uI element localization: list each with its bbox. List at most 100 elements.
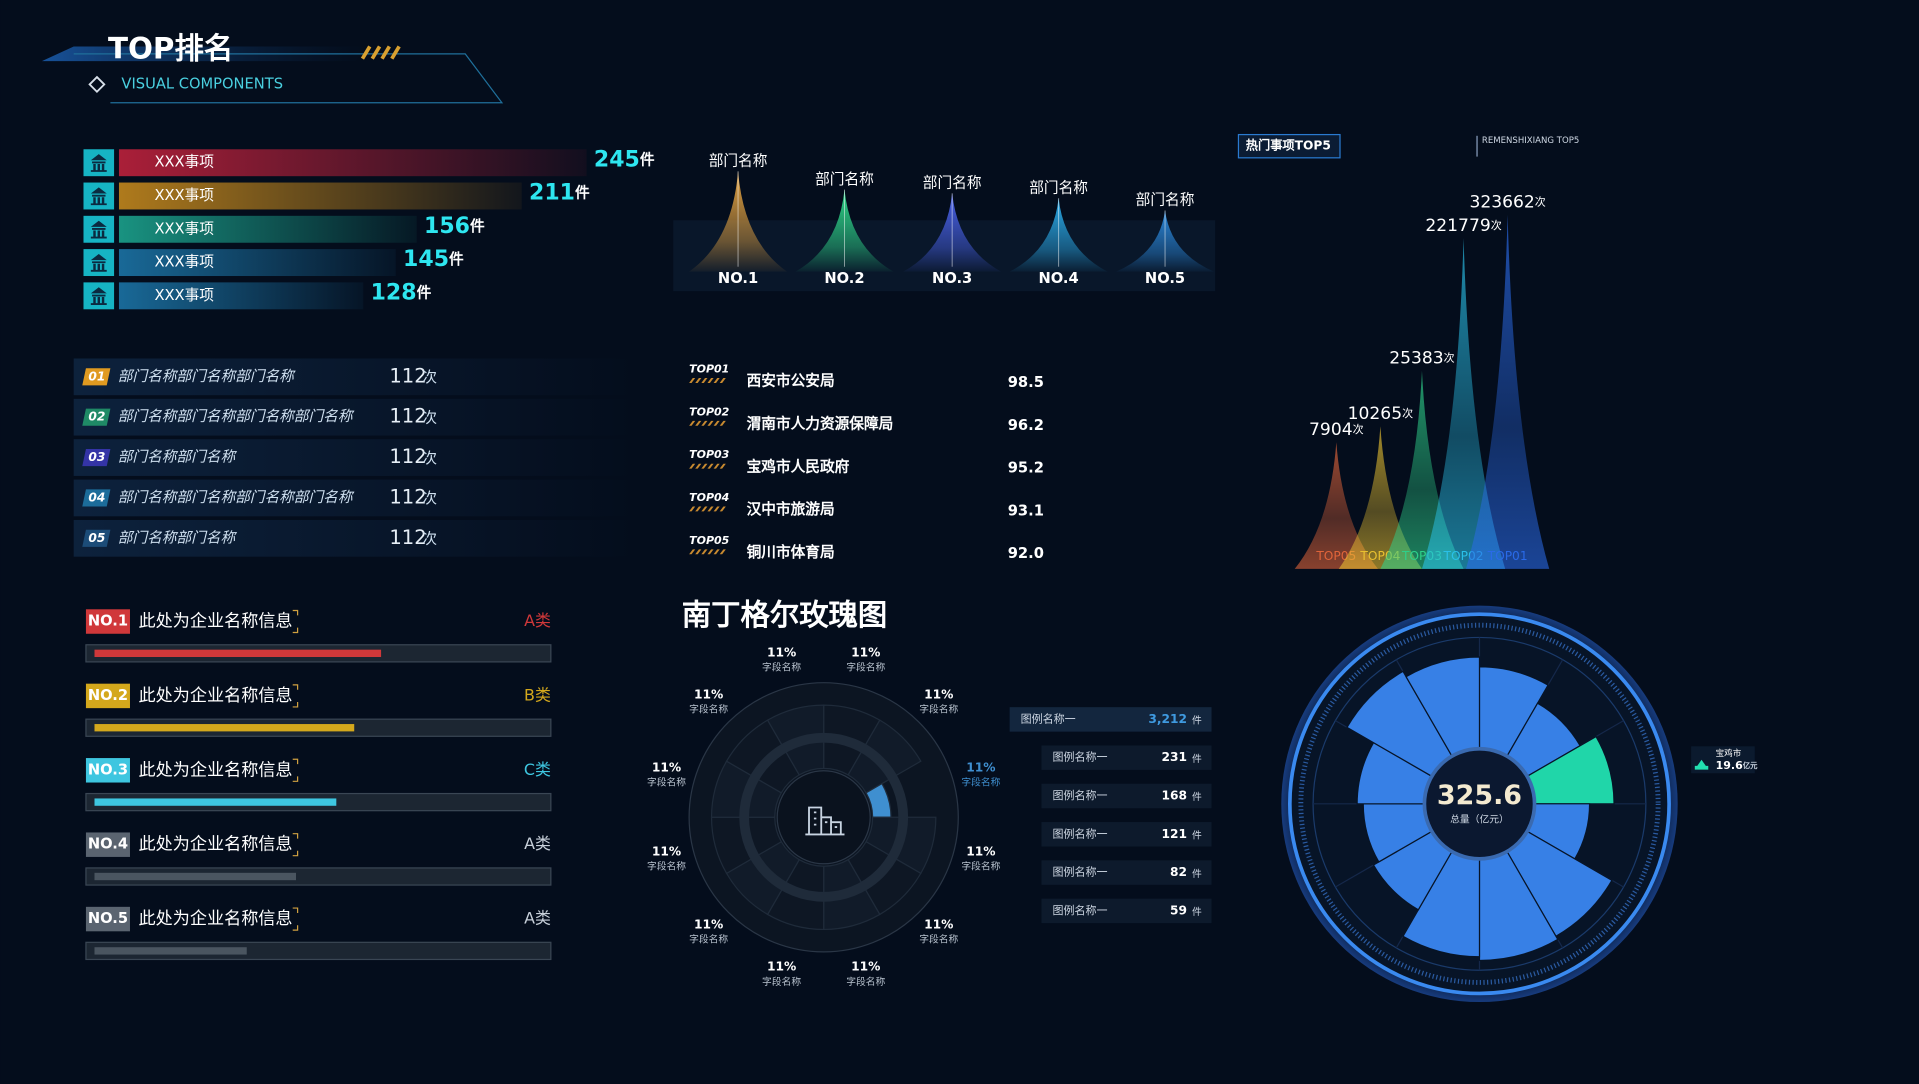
badge-stripe [701,378,708,383]
top-badge: TOP01 [689,362,729,375]
building-icon [805,806,845,836]
legend-label: 图例名称一 [1052,788,1107,802]
bar-label: XXX事项 [154,287,214,304]
rose-field: 字段名称 [846,975,885,988]
legend-value: 3,212 [1148,712,1187,726]
bracket [292,833,299,857]
company-name: 此处为企业名称信息 [139,760,293,780]
top-name: 渭南市人力资源保障局 [747,415,894,433]
rose-value: 11% [966,760,995,774]
rose-field: 字段名称 [689,703,728,716]
bar-label: XXX事项 [154,220,214,237]
top-value: 92.0 [1008,545,1044,562]
bracket [292,684,299,708]
peak-title: 热门事项TOP5 [1246,138,1331,153]
bracket [292,609,299,634]
value-unit: 件 [640,150,655,168]
legend-label: 图例名称一 [1052,903,1107,917]
icon-glyph [90,154,107,172]
rank-badge [82,529,111,547]
legend-row [1041,898,1212,924]
icon-glyph [90,253,107,272]
badge-stripe [707,378,714,383]
peak-unit: 次 [1402,406,1413,420]
badge-stripe [689,549,696,555]
rose-value: 11% [652,760,681,774]
legend-value: 59 [1170,903,1187,917]
top-value: 93.1 [1008,502,1044,519]
rose-field: 字段名称 [647,860,686,873]
rose-field: 字段名称 [762,660,801,673]
top-badge: TOP03 [689,448,730,461]
top-badge: TOP05 [689,534,730,547]
badge-stripe [713,463,720,469]
badge-stripe [695,506,702,512]
rank-badge [82,368,111,386]
icon-glyph [90,187,107,206]
bar [118,182,522,210]
bar-label: XXX事项 [154,254,214,271]
rose-inner [739,732,909,902]
peak-number: 323662 [1469,193,1534,213]
header-title: TOP排名 [108,32,233,66]
badge-stripe [695,420,702,426]
value-unit: 件 [470,217,485,235]
row-bg [73,479,637,517]
cone-category: NO.2 [824,270,864,287]
value-number: 128 [371,280,417,305]
rose-value: 11% [694,918,723,932]
value-number: 156 [424,214,470,239]
rank-value: 112 [389,526,426,549]
rank-name: 部门名称部门名称部门名称 [118,368,296,385]
rose-value: 11% [851,645,880,659]
peak [1466,214,1550,569]
value-number: 245 [594,147,640,172]
legend-unit: 件 [1192,753,1202,765]
value-unit: 件 [417,283,432,301]
badge-stripe [719,420,726,426]
company-name: 此处为企业名称信息 [139,686,293,706]
header: TOP排名 VISUAL COMPONENTS [41,32,504,104]
value-label: 245件 [594,147,655,172]
top-name: 铜川市体育局 [747,543,835,561]
callout-value: 19.6亿元 [1716,759,1758,772]
badge-stripe [707,420,714,426]
legend-unit: 件 [1192,715,1202,727]
rose-value: 11% [652,845,681,859]
badge-stripe [689,463,696,469]
bar [118,282,364,310]
peak-unit: 次 [1491,218,1502,232]
cone-label: 部门名称 [1029,179,1088,196]
rank-unit: 次 [422,369,437,386]
legend-unit: 件 [1192,830,1202,842]
badge-label: NO.3 [88,761,128,778]
title-box [1237,133,1341,159]
rose-field: 字段名称 [961,776,1000,789]
progress-bar [94,724,355,732]
rose-field: 字段名称 [647,776,686,789]
progress-bar [94,872,297,881]
cone-category: NO.3 [932,270,972,287]
legend-row [1041,822,1212,847]
legend-label: 图例名称一 [1052,750,1107,764]
badge-stripe [689,378,696,383]
rank-name: 部门名称部门名称 [118,449,238,466]
peak-value: 7904次 [1309,420,1364,440]
legend-label: 图例名称一 [1052,865,1107,879]
class-label: A类 [524,909,551,928]
badge-stripe [713,420,720,426]
row-bg [73,439,637,476]
cone-label: 部门名称 [923,175,982,192]
rank-name: 部门名称部门名称部门名称部门名称 [118,489,355,506]
icon-glyph [90,287,107,306]
cone-label: 部门名称 [815,171,874,188]
callout-unit: 亿元 [1743,761,1758,770]
rank-value: 112 [389,364,426,387]
value-number: 211 [529,181,575,206]
badge-label: NO.4 [88,836,128,853]
badge-stripe [701,506,708,512]
peak-number: 7904 [1309,420,1353,440]
rose-value: 11% [924,687,953,701]
legend-label: 图例名称一 [1052,826,1107,840]
